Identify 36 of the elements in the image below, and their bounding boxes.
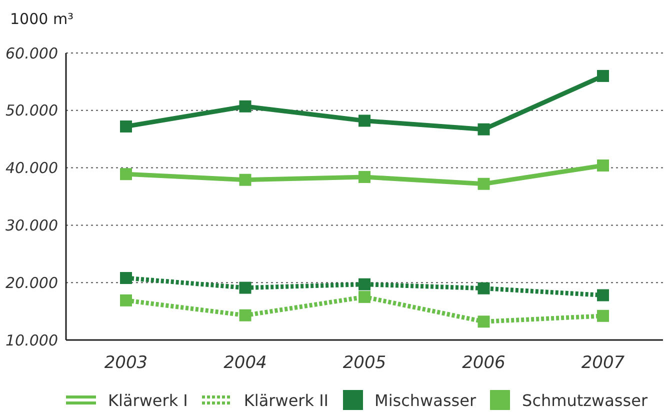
y-axis-title: 1000 m³ <box>10 10 74 28</box>
point <box>120 272 132 284</box>
point <box>597 289 609 302</box>
point <box>597 310 609 322</box>
y-tick-label: 30.000 <box>6 216 58 235</box>
point <box>478 282 490 294</box>
point <box>478 316 490 328</box>
point <box>239 282 252 294</box>
point <box>478 178 490 190</box>
point <box>239 309 252 322</box>
y-tick-label: 40.000 <box>6 159 58 178</box>
point <box>239 174 252 186</box>
text: Klärwerk II <box>244 390 329 410</box>
text: Mischwasser <box>374 390 476 410</box>
x-tick-label: 2006 <box>462 353 506 374</box>
point <box>478 123 490 136</box>
point <box>120 168 132 180</box>
point <box>358 290 370 303</box>
x-tick-label: 2005 <box>342 353 386 374</box>
point <box>239 100 252 112</box>
y-tick-label: 60.000 <box>6 44 58 62</box>
x-tick-label: 2004 <box>224 353 267 374</box>
x-tick-label: 2007 <box>581 353 625 374</box>
point <box>358 278 370 290</box>
y-tick-label: 50.000 <box>6 102 58 120</box>
y-tick-label: 10.000 <box>6 331 58 350</box>
point <box>358 114 370 127</box>
x-tick-label: 2003 <box>104 353 148 374</box>
point <box>597 160 609 172</box>
point <box>597 70 609 82</box>
point <box>120 294 132 306</box>
point <box>120 120 132 132</box>
text: Klärwerk I <box>108 390 188 410</box>
point <box>358 170 370 183</box>
text: Schmutzwasser <box>522 390 648 410</box>
y-tick-label: 20.000 <box>6 274 58 292</box>
